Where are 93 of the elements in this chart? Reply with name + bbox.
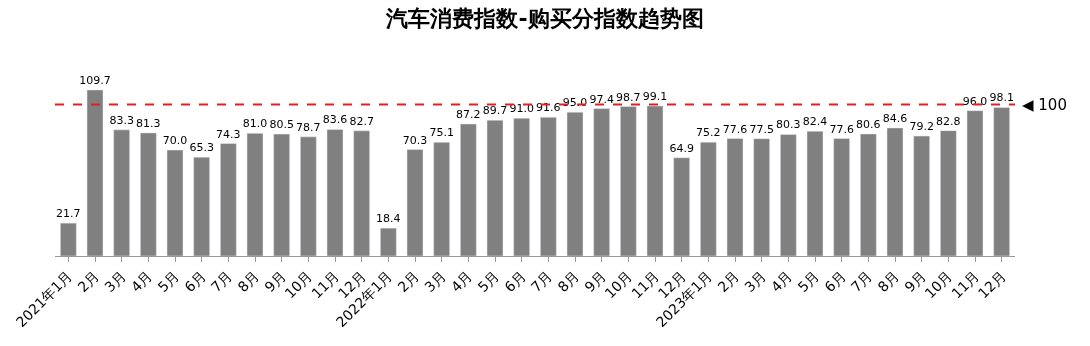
x-tick-label: 4月 bbox=[447, 267, 476, 296]
data-label: 98.1 bbox=[989, 91, 1014, 105]
bar bbox=[860, 133, 877, 256]
bar bbox=[193, 156, 210, 256]
bar bbox=[886, 127, 904, 256]
data-label: 75.1 bbox=[429, 126, 454, 140]
bar bbox=[380, 227, 397, 256]
bar bbox=[753, 138, 770, 256]
bar bbox=[86, 89, 104, 256]
bar bbox=[593, 108, 610, 256]
data-label: 21.7 bbox=[56, 207, 81, 221]
x-tick-label: 8月 bbox=[234, 267, 263, 296]
data-label: 96.0 bbox=[962, 94, 988, 108]
bar bbox=[273, 133, 290, 256]
x-tick-label: 8月 bbox=[554, 267, 583, 296]
data-label: 79.2 bbox=[909, 120, 934, 134]
data-label: 82.4 bbox=[802, 115, 828, 129]
bar bbox=[460, 123, 477, 256]
bar bbox=[60, 222, 77, 256]
x-tick-label: 4月 bbox=[127, 267, 156, 296]
data-label: 64.9 bbox=[669, 141, 694, 155]
data-label: 77.6 bbox=[722, 122, 748, 136]
x-tick-label: 6月 bbox=[181, 267, 209, 296]
bar bbox=[566, 111, 584, 256]
bar bbox=[220, 143, 237, 256]
x-tick-label: 4月 bbox=[767, 267, 796, 296]
bar bbox=[700, 141, 717, 256]
data-label: 80.3 bbox=[776, 118, 801, 132]
x-tick-label: 7月 bbox=[527, 267, 556, 296]
x-tick-label: 3月 bbox=[421, 267, 449, 296]
data-label: 80.5 bbox=[269, 118, 294, 132]
bar bbox=[806, 130, 824, 256]
data-label: 82.7 bbox=[349, 114, 374, 128]
data-label: 18.4 bbox=[376, 212, 401, 226]
bar bbox=[726, 138, 744, 256]
bar bbox=[780, 134, 797, 256]
ref-line-label: ◀ 100 bbox=[1022, 96, 1067, 114]
bar bbox=[246, 133, 264, 256]
bar bbox=[433, 142, 450, 256]
data-label: 74.3 bbox=[216, 127, 241, 141]
data-label: 81.3 bbox=[136, 116, 161, 130]
data-label: 98.7 bbox=[616, 90, 641, 104]
data-label: 80.6 bbox=[856, 117, 881, 131]
data-label: 81.0 bbox=[242, 117, 268, 131]
data-label: 83.3 bbox=[109, 113, 134, 127]
data-label: 89.7 bbox=[482, 104, 508, 118]
data-label: 77.5 bbox=[749, 122, 774, 136]
data-label: 65.3 bbox=[189, 141, 214, 155]
data-label: 77.6 bbox=[829, 122, 854, 136]
x-tick-label: 6月 bbox=[501, 267, 529, 296]
bar bbox=[966, 110, 984, 256]
data-label: 84.6 bbox=[882, 111, 908, 125]
data-label: 75.2 bbox=[696, 126, 721, 140]
data-label: 82.8 bbox=[936, 114, 961, 128]
x-tick-label: 2月 bbox=[714, 267, 743, 296]
x-tick-label: 2月 bbox=[74, 267, 103, 296]
bar bbox=[540, 117, 557, 256]
bar bbox=[113, 129, 130, 256]
bar bbox=[353, 130, 370, 256]
x-tick-label: 5月 bbox=[154, 267, 183, 296]
bar bbox=[326, 129, 344, 256]
bar bbox=[620, 106, 637, 256]
data-label: 97.4 bbox=[589, 92, 614, 106]
data-label: 99.1 bbox=[642, 89, 668, 103]
x-tick-label: 7月 bbox=[847, 267, 876, 296]
data-label: 109.7 bbox=[79, 73, 111, 87]
bar bbox=[913, 135, 930, 256]
bar bbox=[673, 157, 690, 256]
bar bbox=[166, 149, 184, 256]
data-label: 91.6 bbox=[536, 101, 561, 115]
data-label: 83.6 bbox=[322, 113, 348, 127]
x-tick-label: 8月 bbox=[874, 267, 903, 296]
x-tick-label: 3月 bbox=[101, 267, 129, 296]
bar bbox=[993, 107, 1010, 256]
chart-title: 汽车消费指数-购买分指数趋势图 bbox=[385, 5, 704, 31]
bar bbox=[300, 136, 317, 256]
x-tick-label: 6月 bbox=[821, 267, 849, 296]
data-label: 78.7 bbox=[296, 120, 321, 134]
bar bbox=[486, 119, 504, 256]
bar bbox=[513, 117, 530, 256]
bar bbox=[406, 149, 424, 256]
data-label: 87.2 bbox=[456, 107, 481, 121]
x-tick-label: 2月 bbox=[394, 267, 423, 296]
x-tick-label: 7月 bbox=[207, 267, 236, 296]
bar bbox=[833, 138, 850, 256]
bar bbox=[940, 130, 957, 256]
data-label: 70.3 bbox=[402, 133, 428, 147]
bar bbox=[646, 105, 664, 256]
data-label: 70.0 bbox=[162, 134, 188, 148]
bar bbox=[140, 132, 157, 256]
x-tick-label: 5月 bbox=[474, 267, 503, 296]
x-tick-label: 3月 bbox=[741, 267, 769, 296]
x-tick-label: 5月 bbox=[794, 267, 823, 296]
